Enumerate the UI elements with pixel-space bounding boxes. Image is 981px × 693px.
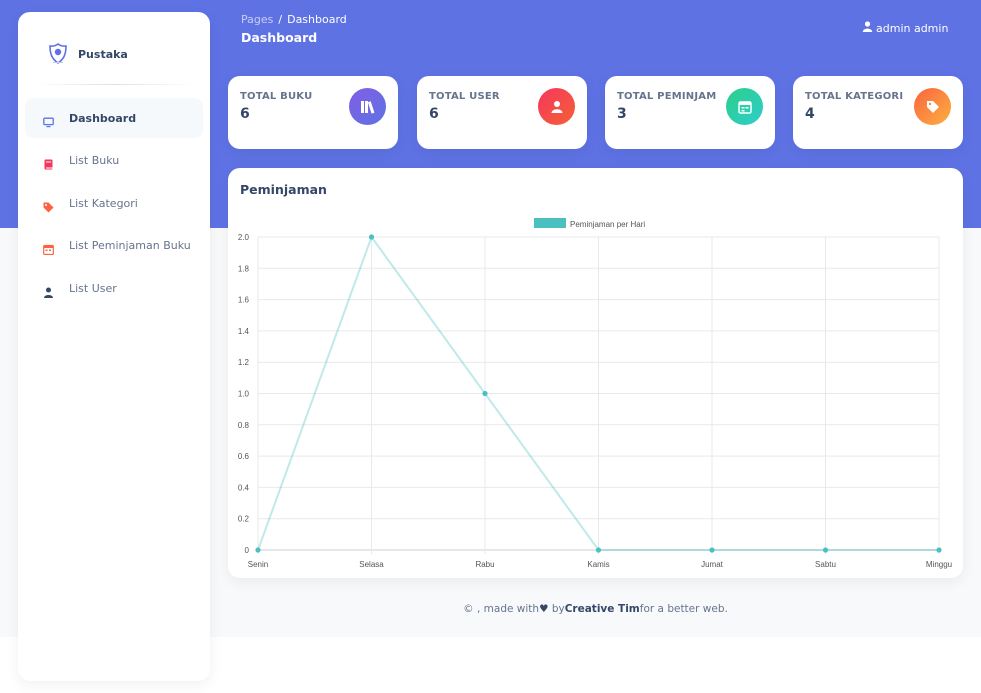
sidebar-item-list-buku[interactable]: List Buku: [25, 141, 203, 181]
calendar-icon: [726, 88, 763, 125]
y-tick-label: 1.0: [238, 390, 250, 399]
sidebar-item-list-peminjaman-buku[interactable]: List Peminjaman Buku: [25, 226, 203, 266]
x-tick-label: Rabu: [475, 560, 494, 569]
sidebar-item-label: List Buku: [69, 154, 120, 167]
breadcrumb: Pages / Dashboard: [241, 13, 347, 26]
breadcrumb-parent[interactable]: Pages: [241, 13, 274, 26]
stat-value: 3: [617, 106, 627, 122]
data-point: [255, 547, 261, 553]
legend-label: Peminjaman per Hari: [570, 220, 645, 229]
stat-card-total-kategori: TOTAL KATEGORI 4: [793, 76, 963, 149]
user-icon: [538, 88, 575, 125]
breadcrumb-separator: /: [278, 13, 283, 26]
x-tick-label: Minggu: [926, 560, 952, 569]
stat-value: 6: [429, 106, 439, 122]
y-tick-label: 0: [245, 546, 250, 555]
user-name: admin admin: [876, 21, 949, 35]
x-tick-label: Sabtu: [815, 560, 836, 569]
footer-by: by: [548, 603, 565, 615]
sidebar-item-label: Dashboard: [69, 111, 137, 125]
data-point: [709, 547, 715, 553]
x-tick-label: Kamis: [587, 560, 609, 569]
footer: © , made with♥ byCreative Timfor a bette…: [228, 603, 963, 615]
sidebar-item-dashboard[interactable]: Dashboard: [25, 98, 203, 138]
tag-icon: [43, 198, 54, 212]
breadcrumb-current: Dashboard: [287, 13, 347, 26]
sidebar-item-list-user[interactable]: List User: [25, 268, 203, 308]
stat-label: TOTAL KATEGORI: [805, 91, 904, 102]
x-tick-label: Senin: [248, 560, 268, 569]
stat-value: 4: [805, 106, 815, 122]
page-title: Dashboard: [241, 30, 318, 45]
data-point: [482, 390, 488, 397]
x-tick-label: Selasa: [359, 560, 384, 569]
sidebar-nav: Dashboard List Buku List Kategori List P…: [25, 98, 203, 311]
stat-card-total-peminjam: TOTAL PEMINJAM 3: [605, 76, 775, 149]
data-point: [822, 547, 829, 553]
chart-title: Peminjaman: [240, 182, 327, 197]
sidebar-item-list-kategori[interactable]: List Kategori: [25, 183, 203, 223]
heart-icon: ♥: [539, 603, 549, 615]
stat-value: 6: [240, 106, 250, 122]
stat-label: TOTAL PEMINJAM: [617, 91, 717, 102]
y-tick-label: 1.8: [238, 264, 250, 273]
sidebar-divider: [34, 84, 194, 85]
brand[interactable]: Pustaka: [48, 42, 128, 66]
legend-swatch: [534, 218, 566, 228]
y-tick-label: 1.6: [238, 296, 250, 305]
stat-label: TOTAL BUKU: [240, 91, 313, 102]
stat-card-total-buku: TOTAL BUKU 6: [228, 76, 398, 149]
shield-logo-icon: [48, 43, 68, 65]
footer-suffix: for a better web.: [639, 603, 728, 615]
sidebar-item-label: List Peminjaman Buku: [69, 239, 191, 252]
data-point: [595, 547, 602, 553]
y-tick-label: 1.2: [238, 358, 250, 367]
y-tick-label: 0.4: [238, 483, 250, 492]
chart-card: Peminjaman 0 0.2 0.4 0.6 0.8 1.0 1.2 1.4 1.6 1.8 2…: [228, 168, 963, 578]
stat-card-total-user: TOTAL USER 6: [417, 76, 587, 149]
footer-prefix: © , made with: [463, 603, 540, 615]
brand-name: Pustaka: [78, 47, 128, 61]
data-point: [936, 547, 942, 553]
x-tick-label: Jumat: [701, 560, 724, 569]
book-icon: [43, 155, 54, 170]
user-icon: [862, 21, 873, 35]
y-tick-label: 0.2: [238, 515, 250, 524]
stat-label: TOTAL USER: [429, 91, 500, 102]
y-tick-label: 0.6: [238, 452, 250, 461]
sidebar-item-label: List User: [69, 281, 117, 295]
footer-author-link[interactable]: Creative Tim: [564, 603, 640, 615]
user-menu[interactable]: admin admin: [862, 21, 948, 35]
y-tick-label: 1.4: [238, 327, 250, 336]
monitor-icon: [43, 113, 54, 127]
sidebar: Pustaka Dashboard List Buku List Kategor…: [18, 12, 210, 681]
sidebar-item-label: List Kategori: [69, 196, 138, 210]
user-icon: [43, 283, 54, 298]
data-point: [368, 234, 375, 240]
tag-icon: [914, 88, 951, 125]
calendar-icon: [43, 240, 54, 256]
y-tick-label: 2.0: [238, 233, 250, 242]
y-tick-label: 0.8: [238, 421, 250, 430]
line-chart: 0 0.2 0.4 0.6 0.8 1.0 1.2 1.4 1.6 1.8 2.0 Senin Sela…: [238, 218, 952, 569]
books-icon: [349, 88, 386, 125]
